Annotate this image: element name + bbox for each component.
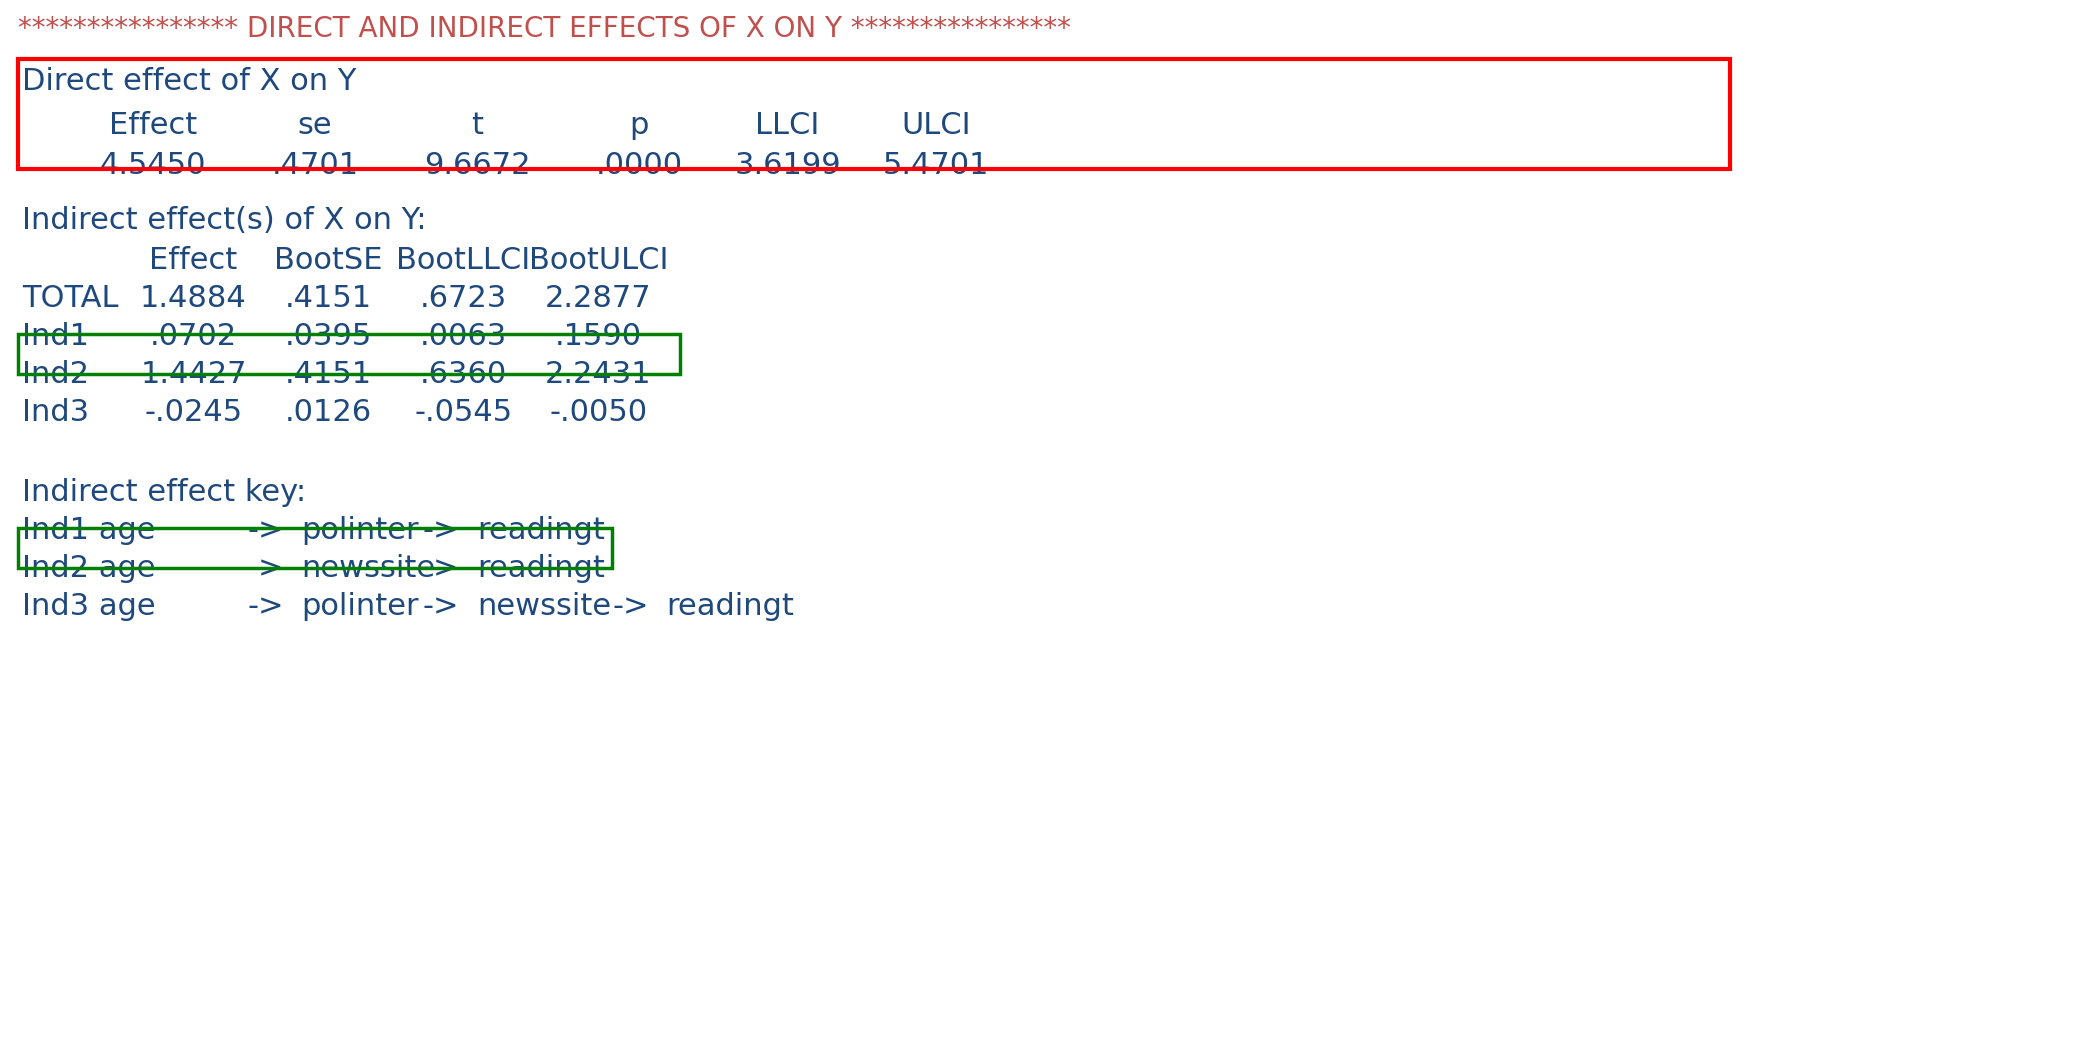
Text: BootULCI: BootULCI (530, 246, 668, 275)
Text: 5.4701: 5.4701 (884, 151, 988, 180)
Text: BootSE: BootSE (274, 246, 383, 275)
Text: .6723: .6723 (421, 285, 507, 313)
Text: Indirect effect(s) of X on Y:: Indirect effect(s) of X on Y: (23, 206, 427, 235)
Text: BootLLCI: BootLLCI (396, 246, 530, 275)
Text: LLCI: LLCI (756, 111, 819, 140)
Text: **************** DIRECT AND INDIRECT EFFECTS OF X ON Y ****************: **************** DIRECT AND INDIRECT EFF… (19, 15, 1070, 43)
Text: readingt: readingt (477, 554, 605, 583)
Text: readingt: readingt (666, 592, 794, 621)
Text: ->: -> (423, 554, 459, 583)
Text: .4151: .4151 (285, 285, 373, 313)
Text: TOTAL: TOTAL (23, 285, 119, 313)
Text: Effect: Effect (109, 111, 197, 140)
Text: -.0050: -.0050 (549, 397, 647, 427)
Text: 1.4427: 1.4427 (140, 360, 247, 389)
Bar (19, 528, 611, 568)
Text: .6360: .6360 (421, 360, 507, 389)
Text: Direct effect of X on Y: Direct effect of X on Y (23, 67, 356, 96)
Text: 1.4884: 1.4884 (140, 285, 247, 313)
Text: ULCI: ULCI (900, 111, 972, 140)
Text: .4701: .4701 (272, 151, 358, 180)
Text: Ind3: Ind3 (23, 397, 90, 427)
Text: readingt: readingt (477, 516, 605, 545)
Text: Ind2: Ind2 (23, 360, 90, 389)
Bar (19, 334, 678, 374)
Text: polinter: polinter (302, 592, 419, 621)
Text: 2.2877: 2.2877 (544, 285, 651, 313)
Text: -.0245: -.0245 (144, 397, 243, 427)
Text: 3.6199: 3.6199 (735, 151, 842, 180)
Text: .0395: .0395 (285, 322, 373, 351)
Text: ->: -> (247, 592, 285, 621)
Text: p: p (630, 111, 649, 140)
Text: 2.2431: 2.2431 (544, 360, 651, 389)
Text: newssite: newssite (302, 554, 436, 583)
Text: se: se (297, 111, 333, 140)
Text: 4.5450: 4.5450 (101, 151, 205, 180)
Text: t: t (471, 111, 484, 140)
Text: Ind1: Ind1 (23, 322, 90, 351)
Text: .0126: .0126 (285, 397, 373, 427)
Text: 9.6672: 9.6672 (423, 151, 530, 180)
Text: .4151: .4151 (285, 360, 373, 389)
Text: .0702: .0702 (151, 322, 237, 351)
Text: -.0545: -.0545 (415, 397, 513, 427)
Text: Indirect effect key:: Indirect effect key: (23, 478, 306, 507)
Bar (19, 59, 1730, 169)
Text: Effect: Effect (149, 246, 237, 275)
Text: Ind1 age: Ind1 age (23, 516, 155, 545)
Text: .0000: .0000 (595, 151, 683, 180)
Text: Ind3 age: Ind3 age (23, 592, 155, 621)
Text: ->: -> (611, 592, 649, 621)
Text: ->: -> (247, 516, 285, 545)
Text: .1590: .1590 (555, 322, 643, 351)
Text: ->: -> (247, 554, 285, 583)
Text: polinter: polinter (302, 516, 419, 545)
Text: ->: -> (423, 592, 459, 621)
Text: Ind2 age: Ind2 age (23, 554, 155, 583)
Text: ->: -> (423, 516, 459, 545)
Text: newssite: newssite (477, 592, 611, 621)
Text: .0063: .0063 (421, 322, 507, 351)
